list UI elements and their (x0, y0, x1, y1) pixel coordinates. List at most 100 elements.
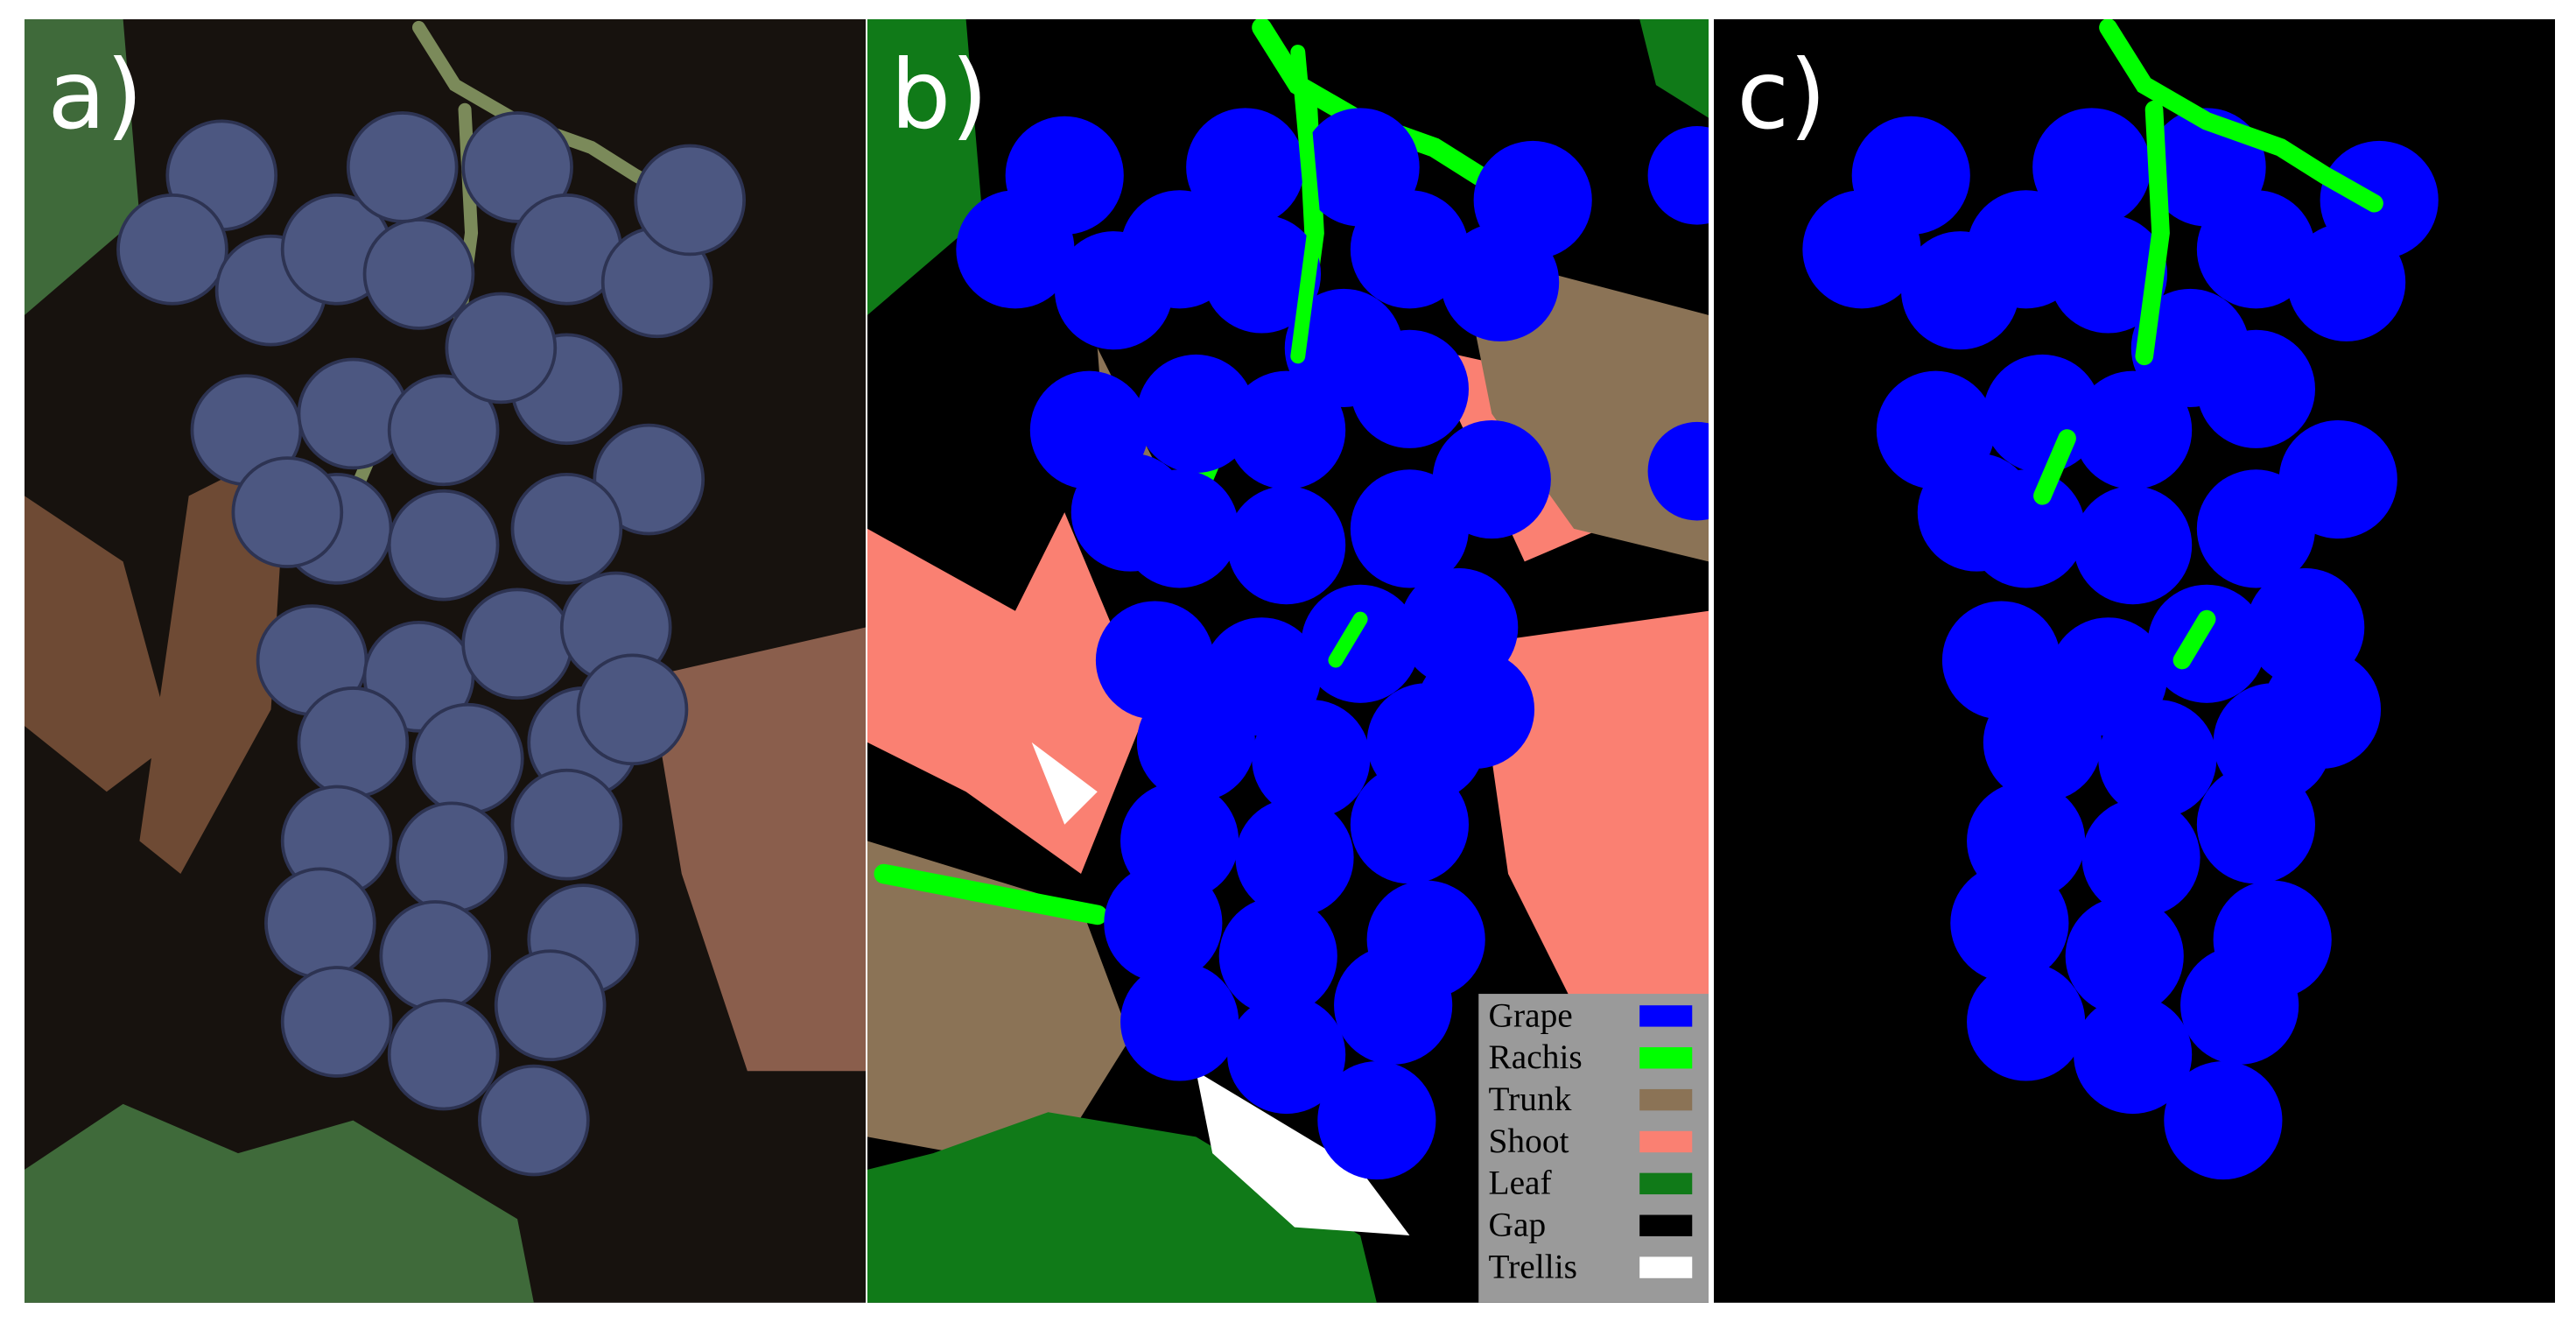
grape-area (1284, 288, 1403, 407)
panel-binary: c) (1714, 19, 2556, 1303)
legend-label: Trellis (1489, 1247, 1577, 1285)
grape-area (1350, 469, 1469, 588)
grape-area (1350, 765, 1469, 884)
grape-mask (2074, 370, 2193, 489)
grape-mask (2065, 897, 2184, 1016)
grape-area (1186, 108, 1305, 227)
berry (593, 423, 705, 536)
grape-mask (2074, 995, 2193, 1115)
berry (396, 801, 508, 914)
grape-area (1218, 897, 1337, 1016)
panel-label: b) (890, 39, 988, 151)
grape-mask (2164, 1061, 2283, 1180)
legend-label: Rachis (1489, 1038, 1583, 1076)
legend-label: Gap (1489, 1206, 1547, 1244)
grape-area (1301, 584, 1420, 703)
grape-mask (1983, 683, 2102, 802)
panel-label: c) (1737, 39, 1826, 151)
grape-area (1415, 650, 1535, 769)
grape-area (1647, 421, 1709, 521)
berry (231, 456, 344, 568)
leaf-area (867, 19, 1709, 1303)
grape-area (1136, 683, 1255, 802)
berry (387, 489, 500, 602)
berry (297, 686, 410, 799)
grape-mask (2180, 946, 2299, 1065)
berry (387, 374, 500, 487)
grape-mask (1967, 962, 2086, 1081)
grape-area (1227, 370, 1346, 489)
grape-area (1104, 863, 1223, 982)
grape-mask (2074, 486, 2193, 605)
berry (387, 998, 500, 1111)
legend-label: Grape (1489, 996, 1573, 1034)
grape-mask (2130, 288, 2250, 407)
grape-mask (2196, 765, 2315, 884)
grape-area (1252, 700, 1371, 819)
berry (264, 867, 376, 980)
grape-area (1350, 190, 1469, 309)
berry (116, 193, 228, 306)
grape-area (1202, 215, 1322, 334)
dry-leaf (649, 627, 867, 1072)
berry (634, 144, 747, 257)
grape-mask (2081, 798, 2200, 917)
berry (510, 768, 623, 881)
grape-mask (2098, 700, 2217, 819)
legend-swatch (1639, 1256, 1693, 1278)
berry (576, 653, 689, 766)
berry (362, 218, 475, 330)
rachis-mask (2033, 19, 2383, 670)
grape-area (1070, 453, 1190, 572)
berry (346, 111, 459, 223)
grape-area (1227, 995, 1346, 1115)
legend-swatch (1639, 1172, 1693, 1195)
grape-area (1473, 140, 1592, 260)
grape-area (1227, 486, 1346, 605)
grape-mask (2048, 215, 2168, 334)
leaf (25, 19, 534, 1303)
berry (461, 111, 573, 223)
legend-swatch (1639, 1088, 1693, 1111)
berry (411, 702, 524, 815)
berry (445, 292, 558, 405)
grape-mask (2147, 584, 2266, 703)
grape-area (1647, 126, 1709, 225)
berry (478, 1064, 590, 1177)
grape-area (956, 190, 1075, 309)
legend-swatch (1639, 1047, 1693, 1069)
grape-mask (2262, 650, 2382, 769)
legend-swatch (1639, 1005, 1693, 1027)
grape-area (1235, 798, 1354, 917)
legend-label: Shoot (1489, 1122, 1569, 1160)
grape-mask (2196, 190, 2315, 309)
legend-swatch (1639, 1130, 1693, 1153)
grape-mask (2032, 108, 2151, 227)
trunk (25, 447, 288, 875)
grape-area (1317, 1061, 1436, 1180)
grape-area (1120, 962, 1239, 1081)
grape-mask (1802, 190, 1921, 309)
legend-swatch (1639, 1214, 1693, 1236)
berry (494, 949, 607, 1062)
grape-mask (2196, 469, 2315, 588)
berry (280, 966, 393, 1078)
panel-label: a) (47, 39, 143, 151)
panel-photo: a) (25, 19, 867, 1303)
legend-label: Trunk (1489, 1080, 1572, 1118)
grape-area (1136, 354, 1255, 474)
trellis-area (1031, 742, 1410, 1235)
trunk-area (867, 249, 1709, 1170)
grape-mask (1950, 863, 2069, 982)
grape-mask (1917, 453, 2036, 572)
rachis-area (1290, 45, 1368, 668)
berry (510, 473, 623, 585)
legend-label: Leaf (1489, 1164, 1553, 1202)
shoot-area (867, 348, 1709, 1006)
berry (379, 900, 492, 1012)
berry (461, 588, 573, 700)
